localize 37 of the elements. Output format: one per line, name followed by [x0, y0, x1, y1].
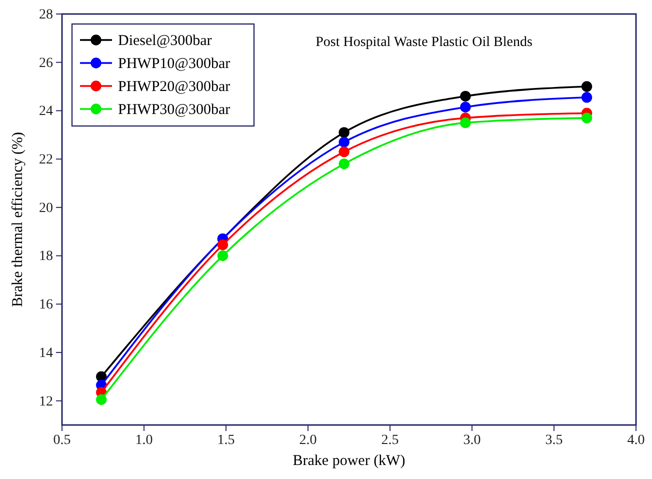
point: [338, 146, 350, 158]
x-tick-label: 0.5: [53, 432, 71, 448]
y-tick-label: 28: [39, 7, 53, 22]
point: [338, 136, 350, 148]
x-tick-label: 2.0: [299, 432, 317, 448]
point: [460, 102, 471, 112]
x-tick-label: 1.0: [135, 432, 153, 448]
x-tick-label: 1.5: [217, 432, 235, 448]
point: [217, 240, 228, 250]
y-axis-title: Brake thermal efficiency (%): [10, 132, 26, 308]
y-tick-label: 24: [39, 104, 53, 120]
legend-label: PHWP20@300bar: [118, 79, 230, 95]
legend-label: PHWP30@300bar: [118, 102, 230, 118]
point: [338, 127, 350, 138]
y-tick-label: 20: [39, 200, 53, 216]
x-tick-label: 3.5: [545, 432, 563, 448]
y-tick-label: 26: [39, 56, 53, 71]
y-tick-label: 22: [39, 152, 53, 168]
x-axis-title: Brake power (kW): [292, 453, 406, 469]
point: [338, 158, 350, 170]
point: [217, 250, 228, 262]
point: [581, 112, 592, 124]
point: [460, 90, 471, 102]
text: Post Hospital Waste Plastic Oil Blends: [316, 35, 532, 50]
x-tick-label: 4.0: [627, 432, 645, 448]
x-tick-label: 2.5: [381, 432, 399, 448]
y-tick-label: 12: [39, 394, 53, 410]
point: [96, 394, 107, 405]
y-tick-label: 18: [39, 249, 53, 264]
x-tick-label: 3.0: [463, 432, 481, 448]
point: [460, 117, 471, 128]
y-tick-label: 16: [39, 298, 53, 313]
y-tick-label: 14: [39, 346, 53, 361]
legend-label: Diesel@300bar: [118, 33, 212, 49]
point: [581, 92, 592, 103]
point: [581, 81, 592, 92]
legend-label: PHWP10@300bar: [118, 56, 230, 72]
